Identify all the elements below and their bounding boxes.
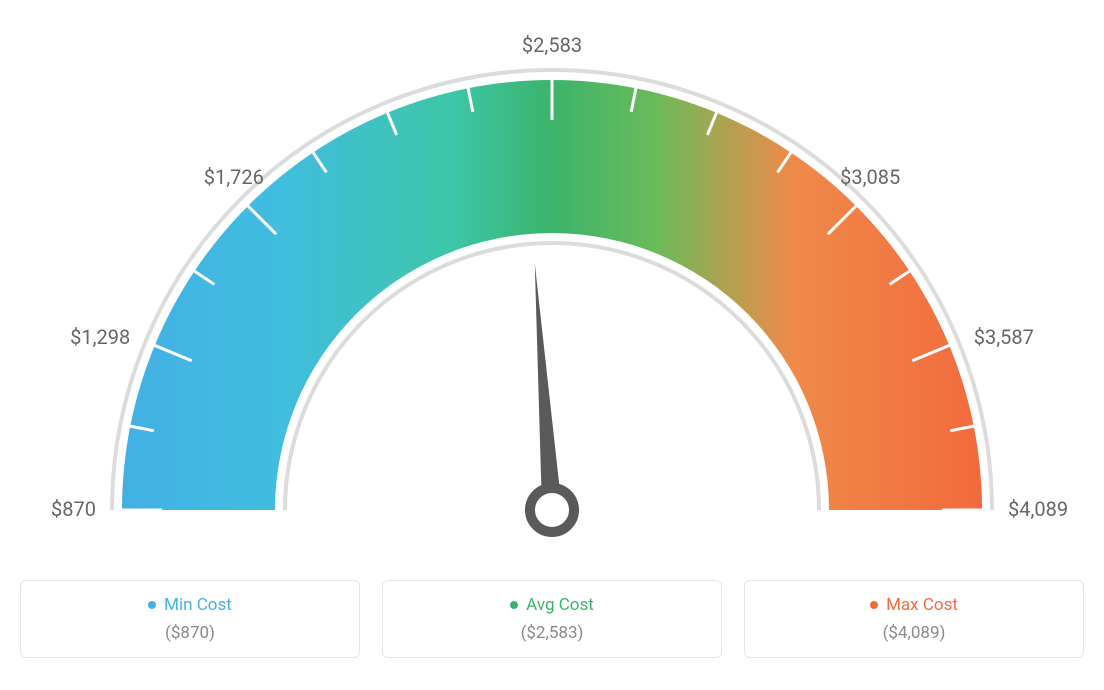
legend-title-min: Min Cost (164, 595, 232, 615)
legend-title-row: Max Cost (870, 595, 958, 615)
legend-title-max: Max Cost (886, 595, 958, 615)
legend-dot-max (870, 601, 878, 609)
legend-card-max: Max Cost ($4,089) (744, 580, 1084, 658)
legend-value-min: ($870) (165, 623, 215, 643)
legend-title-avg: Avg Cost (526, 595, 594, 615)
svg-text:$870: $870 (51, 497, 96, 521)
gauge-svg: $870 $1,298 $1,726 $2,583 $3,085 $3,587 $4,089 (20, 20, 1084, 560)
legend-card-min: Min Cost ($870) (20, 580, 360, 658)
legend-title-row: Avg Cost (510, 595, 594, 615)
legend-value-avg: ($2,583) (521, 623, 584, 643)
svg-text:$1,298: $1,298 (70, 325, 130, 349)
gauge-svg-wrap: $870 $1,298 $1,726 $2,583 $3,085 $3,587 $4,089 (20, 20, 1084, 560)
svg-text:$3,085: $3,085 (840, 165, 900, 189)
svg-text:$1,726: $1,726 (204, 165, 264, 189)
legend-value-max: ($4,089) (883, 623, 946, 643)
legend-card-avg: Avg Cost ($2,583) (382, 580, 722, 658)
legend-dot-avg (510, 601, 518, 609)
legend-dot-min (148, 601, 156, 609)
cost-gauge-chart: $870 $1,298 $1,726 $2,583 $3,085 $3,587 $4,089… (20, 20, 1084, 658)
svg-text:$2,583: $2,583 (522, 33, 582, 57)
legend-row: Min Cost ($870) Avg Cost ($2,583) Max Co… (20, 580, 1084, 658)
legend-title-row: Min Cost (148, 595, 232, 615)
svg-text:$4,089: $4,089 (1008, 497, 1068, 521)
svg-text:$3,587: $3,587 (974, 325, 1034, 349)
